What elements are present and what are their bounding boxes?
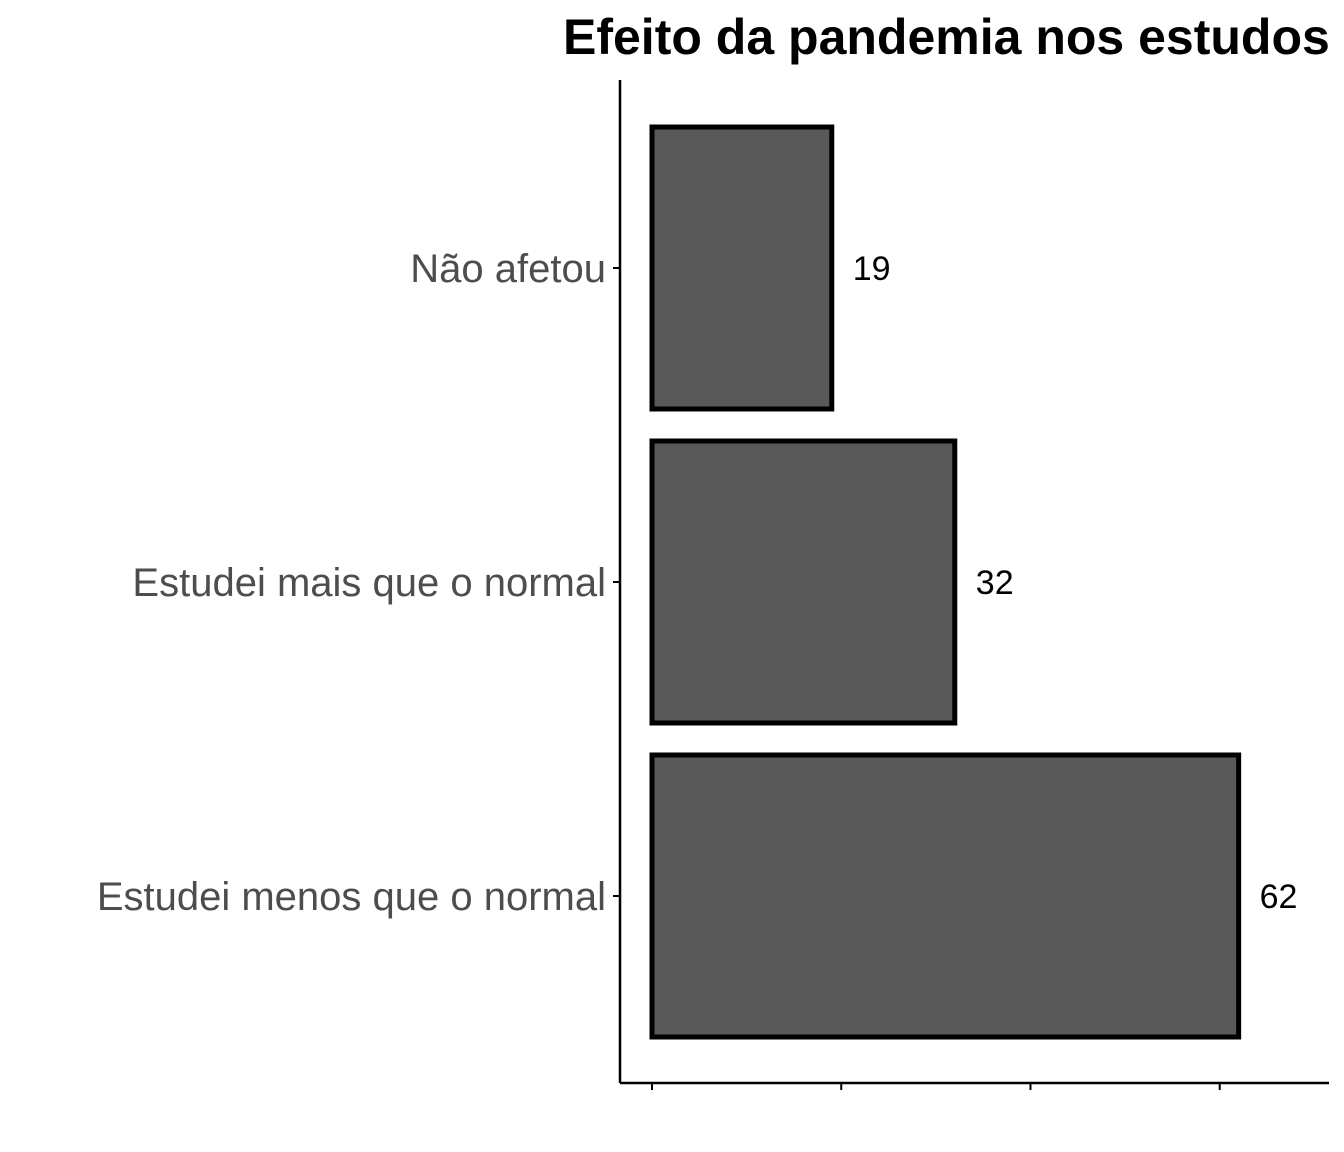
labels-layer: 19 Não afetou 32 Estudei mais que o normal 6… [97,247,1298,919]
y-tick-label: Estudei menos que o normal [97,875,606,919]
chart-title: Efeito da pandemia nos estudos [563,9,1330,65]
bars-layer [649,124,1242,1040]
y-tick-label: Estudei mais que o normal [132,561,606,605]
axes-layer [613,80,1329,1090]
y-tick-label: Não afetou [410,247,606,291]
value-label: 32 [976,564,1014,602]
bar [649,752,1242,1040]
bar [649,124,835,412]
value-label: 62 [1260,878,1298,916]
value-label: 19 [853,250,891,288]
bar [649,438,958,726]
